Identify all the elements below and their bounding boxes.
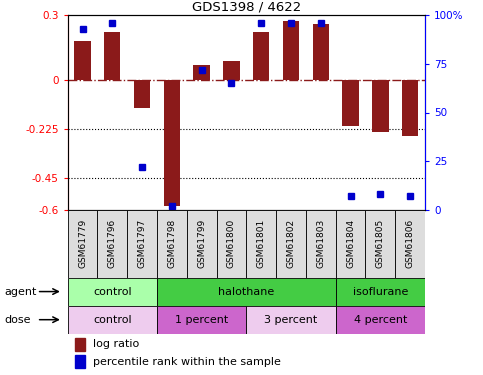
Text: GSM61802: GSM61802 <box>286 219 296 268</box>
Bar <box>194 65 210 80</box>
Bar <box>283 21 299 80</box>
Title: GDS1398 / 4622: GDS1398 / 4622 <box>192 1 301 14</box>
Text: GSM61805: GSM61805 <box>376 219 385 268</box>
Bar <box>75 355 85 368</box>
Bar <box>366 210 395 278</box>
Text: GSM61796: GSM61796 <box>108 219 117 268</box>
Text: agent: agent <box>5 286 37 297</box>
Bar <box>246 306 336 334</box>
Bar <box>372 80 388 132</box>
Bar <box>223 60 240 80</box>
Bar <box>68 306 157 334</box>
Bar <box>134 80 150 108</box>
Text: 1 percent: 1 percent <box>175 315 228 325</box>
Text: GSM61801: GSM61801 <box>257 219 266 268</box>
Bar <box>402 80 418 136</box>
Bar <box>157 306 246 334</box>
Bar <box>276 210 306 278</box>
Bar <box>306 210 336 278</box>
Text: 3 percent: 3 percent <box>264 315 318 325</box>
Bar <box>164 80 180 206</box>
Bar <box>157 210 187 278</box>
Text: GSM61797: GSM61797 <box>138 219 146 268</box>
Text: GSM61800: GSM61800 <box>227 219 236 268</box>
Text: GSM61779: GSM61779 <box>78 219 87 268</box>
Bar <box>98 210 127 278</box>
Text: 4 percent: 4 percent <box>354 315 407 325</box>
Text: control: control <box>93 286 131 297</box>
Bar <box>187 210 216 278</box>
Bar <box>216 210 246 278</box>
Text: log ratio: log ratio <box>93 339 139 349</box>
Bar <box>74 41 91 80</box>
Text: dose: dose <box>5 315 31 325</box>
Bar <box>157 278 336 306</box>
Text: percentile rank within the sample: percentile rank within the sample <box>93 357 281 367</box>
Bar <box>75 338 85 351</box>
Text: GSM61799: GSM61799 <box>197 219 206 268</box>
Text: isoflurane: isoflurane <box>353 286 408 297</box>
Bar <box>313 24 329 80</box>
Bar <box>68 210 98 278</box>
Text: GSM61804: GSM61804 <box>346 219 355 268</box>
Bar <box>336 278 425 306</box>
Bar <box>253 32 270 80</box>
Text: GSM61798: GSM61798 <box>168 219 176 268</box>
Bar <box>342 80 359 126</box>
Bar <box>104 32 120 80</box>
Text: GSM61803: GSM61803 <box>316 219 325 268</box>
Text: GSM61806: GSM61806 <box>406 219 414 268</box>
Bar <box>127 210 157 278</box>
Bar <box>336 306 425 334</box>
Bar <box>336 210 366 278</box>
Text: control: control <box>93 315 131 325</box>
Bar <box>246 210 276 278</box>
Text: halothane: halothane <box>218 286 274 297</box>
Bar <box>68 278 157 306</box>
Bar <box>395 210 425 278</box>
